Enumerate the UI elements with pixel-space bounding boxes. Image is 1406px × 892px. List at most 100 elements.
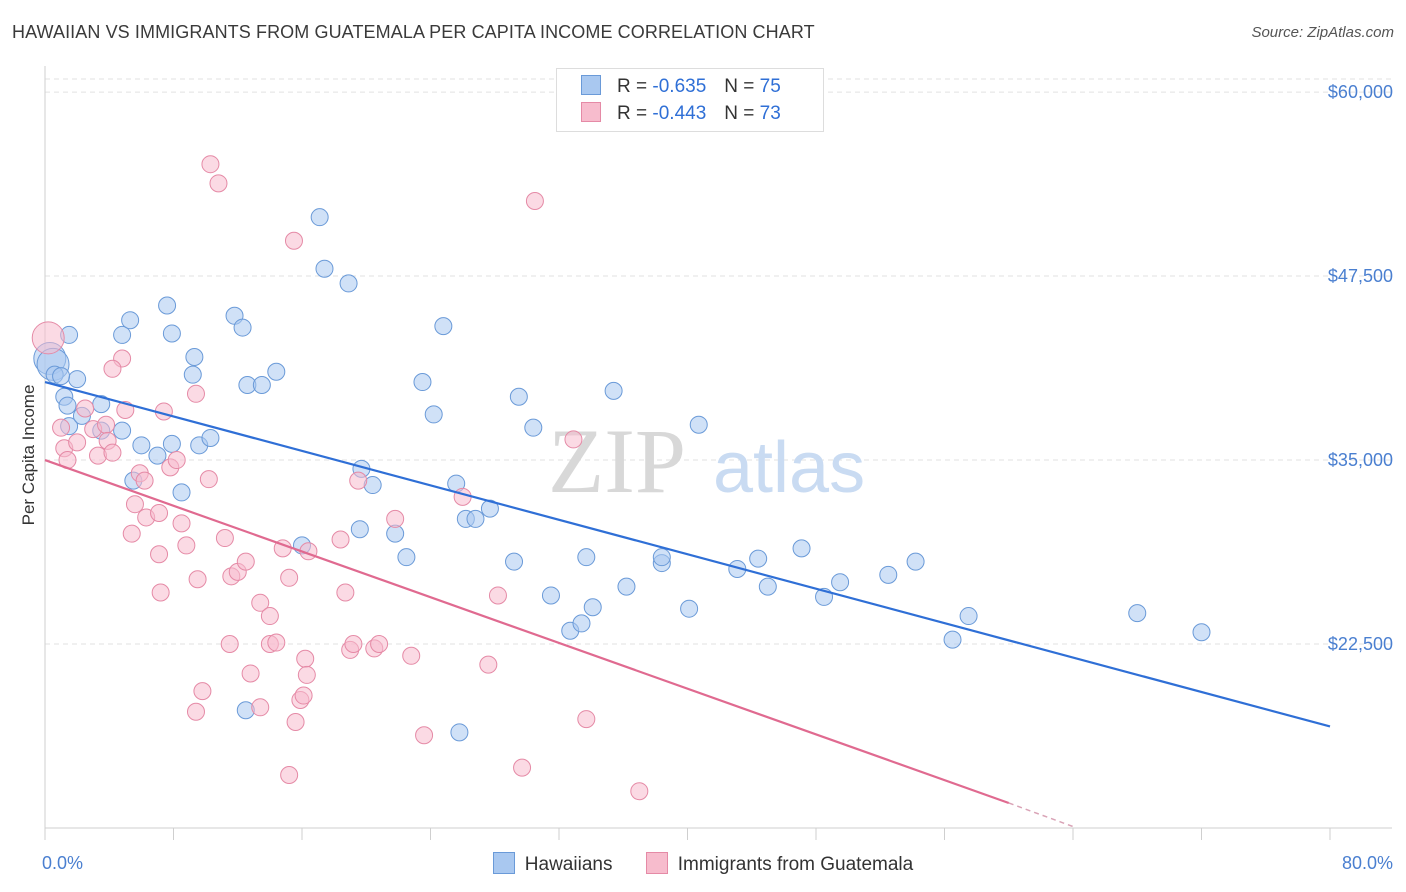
data-point bbox=[172, 514, 191, 533]
data-point bbox=[564, 430, 583, 449]
data-point bbox=[260, 607, 279, 626]
data-point bbox=[267, 362, 286, 381]
data-point bbox=[331, 530, 350, 549]
data-point bbox=[76, 399, 95, 418]
data-point bbox=[89, 446, 108, 465]
legend-r-label: R = bbox=[617, 103, 648, 124]
data-point bbox=[424, 405, 443, 424]
data-point bbox=[162, 324, 181, 343]
legend-row-hawaiians: R = -0.635 N = 75 bbox=[581, 75, 781, 101]
data-point bbox=[233, 318, 252, 337]
data-point bbox=[52, 418, 71, 437]
data-point bbox=[172, 483, 191, 502]
data-point bbox=[236, 701, 255, 720]
data-point bbox=[199, 470, 218, 489]
data-point bbox=[162, 434, 181, 453]
data-point bbox=[749, 549, 768, 568]
watermark: ZIP atlas bbox=[548, 410, 865, 512]
data-point bbox=[386, 509, 405, 528]
data-point bbox=[220, 635, 239, 654]
x-tick-label: 80.0% bbox=[1342, 853, 1393, 873]
data-point bbox=[185, 348, 204, 367]
data-point bbox=[267, 633, 286, 652]
data-point bbox=[572, 614, 591, 633]
data-point bbox=[1128, 604, 1147, 623]
data-point bbox=[158, 296, 177, 315]
y-tick-label: $60,000 bbox=[1328, 82, 1393, 102]
watermark-atlas: atlas bbox=[713, 428, 865, 508]
data-point bbox=[68, 433, 87, 452]
data-point bbox=[103, 443, 122, 462]
tick-labels: $22,500 $35,000 $47,500 $60,000 0.0% 80.0% bbox=[42, 82, 1393, 873]
data-point bbox=[577, 710, 596, 729]
data-point bbox=[450, 723, 469, 742]
data-point bbox=[177, 536, 196, 555]
data-point bbox=[879, 565, 898, 584]
data-point bbox=[97, 415, 116, 434]
stats-legend: R = -0.635 N = 75 R = -0.443 N = 73 bbox=[556, 68, 824, 132]
source-credit: Source: ZipAtlas.com bbox=[1251, 24, 1394, 41]
legend-label-guatemala: Immigrants from Guatemala bbox=[677, 854, 914, 875]
data-point bbox=[284, 231, 303, 250]
data-point bbox=[186, 384, 205, 403]
data-point bbox=[186, 702, 205, 721]
data-point bbox=[294, 686, 313, 705]
data-point bbox=[583, 598, 602, 617]
data-point bbox=[349, 471, 368, 490]
data-point bbox=[121, 311, 140, 330]
data-point bbox=[251, 593, 270, 612]
legend-row-guatemala: R = -0.443 N = 73 bbox=[581, 102, 781, 128]
legend-label-hawaiians: Hawaiians bbox=[524, 854, 613, 875]
data-point bbox=[689, 415, 708, 434]
data-point bbox=[344, 635, 363, 654]
data-point bbox=[122, 524, 141, 543]
data-point bbox=[434, 317, 453, 336]
data-point bbox=[280, 568, 299, 587]
data-point bbox=[201, 155, 220, 174]
trend-line bbox=[44, 380, 1331, 728]
data-point bbox=[513, 758, 532, 777]
data-point bbox=[252, 375, 271, 394]
legend-item-hawaiians[interactable]: Hawaiians bbox=[492, 852, 613, 876]
data-point bbox=[296, 649, 315, 668]
legend-swatch-hawaiians bbox=[581, 75, 601, 95]
y-tick-label: $22,500 bbox=[1328, 634, 1393, 654]
data-point bbox=[310, 208, 329, 227]
trend-extension bbox=[1008, 802, 1074, 828]
data-point bbox=[241, 664, 260, 683]
data-point bbox=[479, 655, 498, 674]
data-point bbox=[103, 359, 122, 378]
data-point bbox=[150, 504, 169, 523]
data-point bbox=[480, 499, 499, 518]
legend-item-guatemala[interactable]: Immigrants from Guatemala bbox=[645, 852, 914, 876]
data-point bbox=[453, 487, 472, 506]
data-point bbox=[167, 451, 186, 470]
data-point bbox=[113, 421, 132, 440]
data-point bbox=[339, 274, 358, 293]
y-tick-label: $35,000 bbox=[1328, 450, 1393, 470]
data-point bbox=[209, 174, 228, 193]
data-point bbox=[680, 599, 699, 618]
data-point bbox=[113, 325, 132, 344]
watermark-zip: ZIP bbox=[548, 410, 686, 512]
legend-r-label: R = bbox=[617, 76, 648, 97]
data-point bbox=[58, 396, 77, 415]
data-point bbox=[509, 387, 528, 406]
data-point bbox=[524, 418, 543, 437]
data-point bbox=[151, 583, 170, 602]
data-point bbox=[505, 552, 524, 571]
data-point bbox=[370, 635, 389, 654]
data-point bbox=[413, 373, 432, 392]
data-point bbox=[148, 446, 167, 465]
x-tick-label: 0.0% bbox=[42, 853, 83, 873]
legend-n-value: 75 bbox=[759, 76, 781, 97]
data-point bbox=[215, 529, 234, 548]
trend-lines bbox=[44, 380, 1331, 828]
data-point bbox=[906, 552, 925, 571]
data-point bbox=[488, 586, 507, 605]
series-legend: Hawaiians Immigrants from Guatemala bbox=[0, 852, 1406, 876]
data-point bbox=[525, 191, 544, 210]
legend-n-label: N = bbox=[724, 76, 755, 97]
data-point bbox=[68, 370, 87, 389]
data-point bbox=[758, 577, 777, 596]
